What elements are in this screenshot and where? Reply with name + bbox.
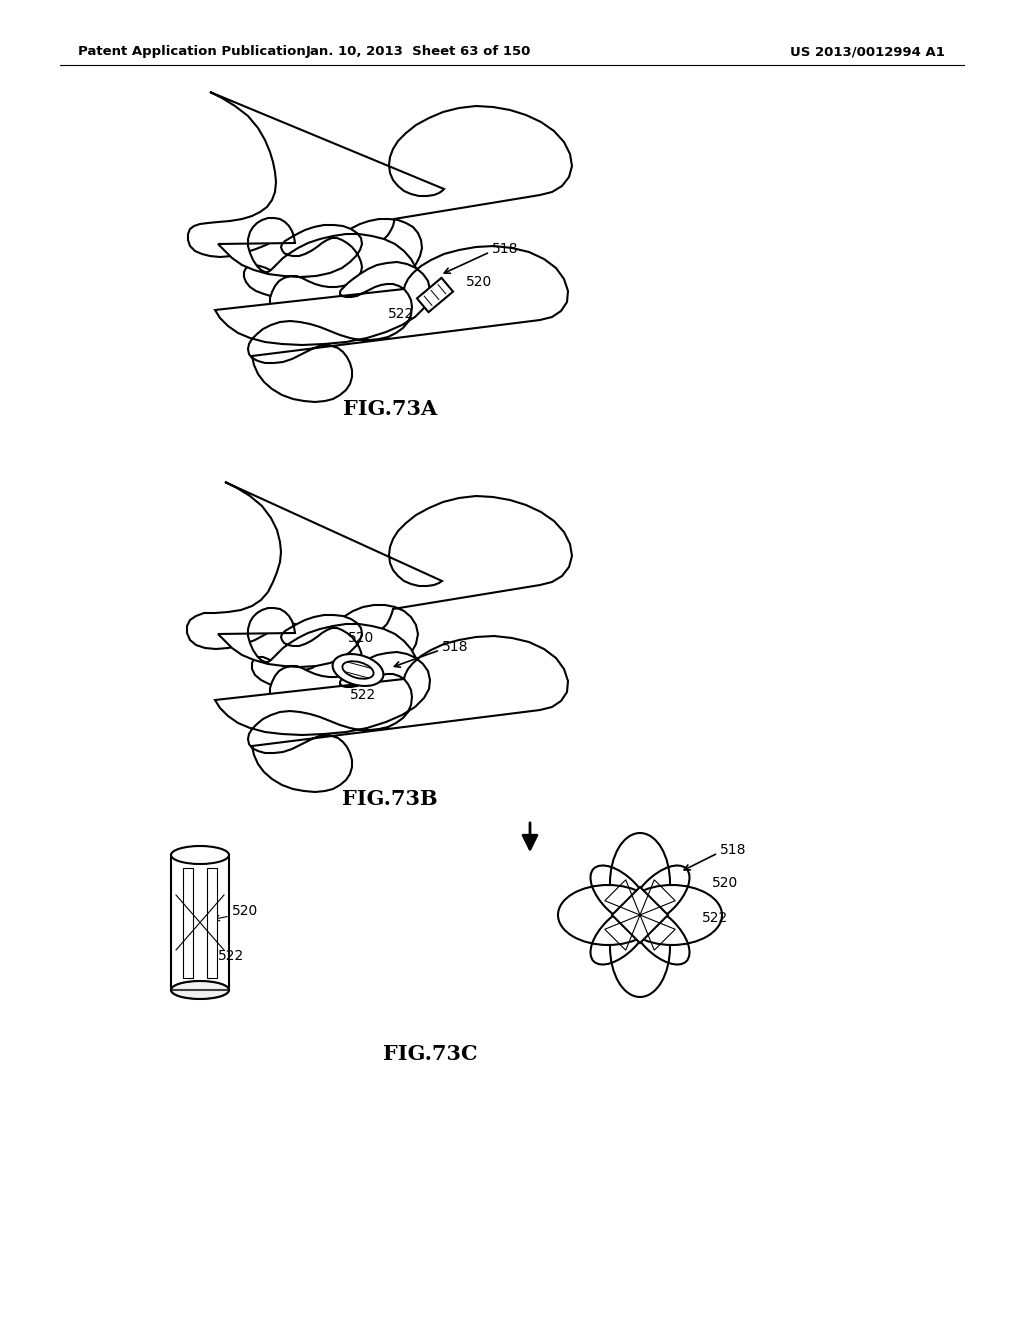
Text: 522: 522 [218,949,245,964]
Polygon shape [612,887,668,942]
Text: 518: 518 [720,843,746,857]
Ellipse shape [622,884,722,945]
Text: 518: 518 [442,640,469,653]
Bar [207,869,217,978]
Ellipse shape [171,981,229,999]
Polygon shape [215,636,568,792]
Polygon shape [215,246,568,403]
Text: 522: 522 [388,308,415,321]
Bar [171,855,229,990]
Ellipse shape [610,833,670,933]
Text: Jan. 10, 2013  Sheet 63 of 150: Jan. 10, 2013 Sheet 63 of 150 [305,45,530,58]
Text: 522: 522 [702,911,728,925]
Text: 520: 520 [348,631,374,645]
Polygon shape [218,218,417,330]
Text: Patent Application Publication: Patent Application Publication [78,45,306,58]
Polygon shape [218,609,417,719]
Text: 520: 520 [712,876,738,890]
Polygon shape [187,482,572,690]
Text: US 2013/0012994 A1: US 2013/0012994 A1 [790,45,945,58]
Ellipse shape [558,884,658,945]
Bar [417,277,453,312]
Ellipse shape [342,661,374,678]
Text: 520: 520 [232,904,258,917]
Text: 520: 520 [466,275,493,289]
Ellipse shape [171,846,229,865]
Text: FIG.73A: FIG.73A [343,399,437,418]
Text: 522: 522 [350,688,376,702]
Ellipse shape [333,653,383,686]
Text: FIG.73C: FIG.73C [383,1044,477,1064]
Polygon shape [188,92,572,300]
Text: FIG.73B: FIG.73B [342,789,438,809]
Text: 518: 518 [492,242,518,256]
Ellipse shape [610,898,670,997]
Bar [183,869,193,978]
